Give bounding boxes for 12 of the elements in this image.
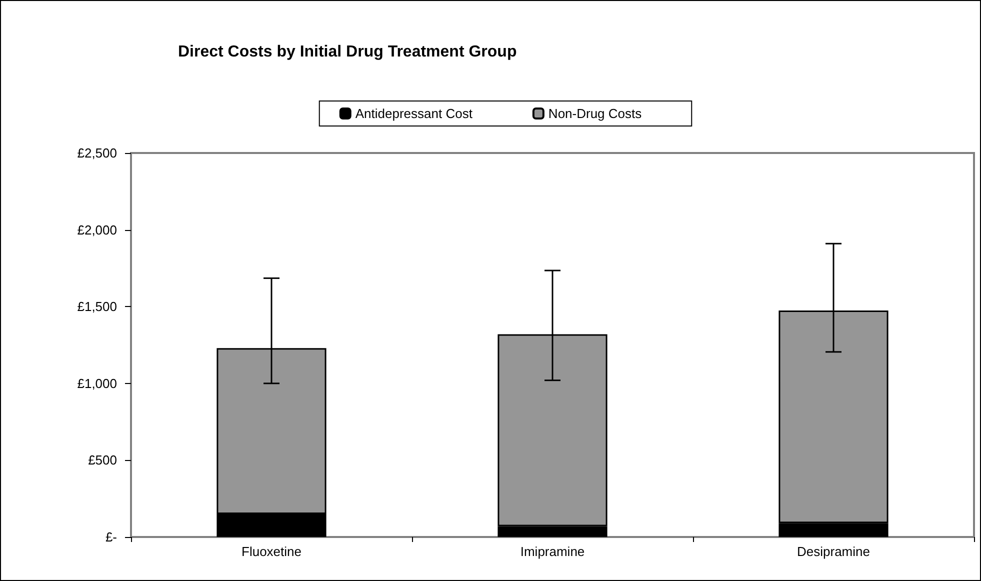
y-tick-label: £-	[105, 530, 117, 544]
chart-title: Direct Costs by Initial Drug Treatment Group	[178, 44, 517, 60]
y-tick-label: £1,500	[77, 299, 117, 314]
y-tick-label: £2,000	[77, 222, 117, 238]
legend-label: Antidepressant Cost	[355, 106, 473, 121]
x-tick-label: Fluoxetine	[242, 544, 302, 559]
y-tick-label: £500	[88, 452, 117, 468]
x-tick-label: Imipramine	[520, 544, 585, 559]
legend-label: Non-Drug Costs	[548, 106, 642, 121]
x-tick-label: Desipramine	[797, 544, 870, 559]
y-tick-label: £2,500	[77, 146, 117, 160]
y-tick-label: £1,000	[77, 376, 117, 391]
